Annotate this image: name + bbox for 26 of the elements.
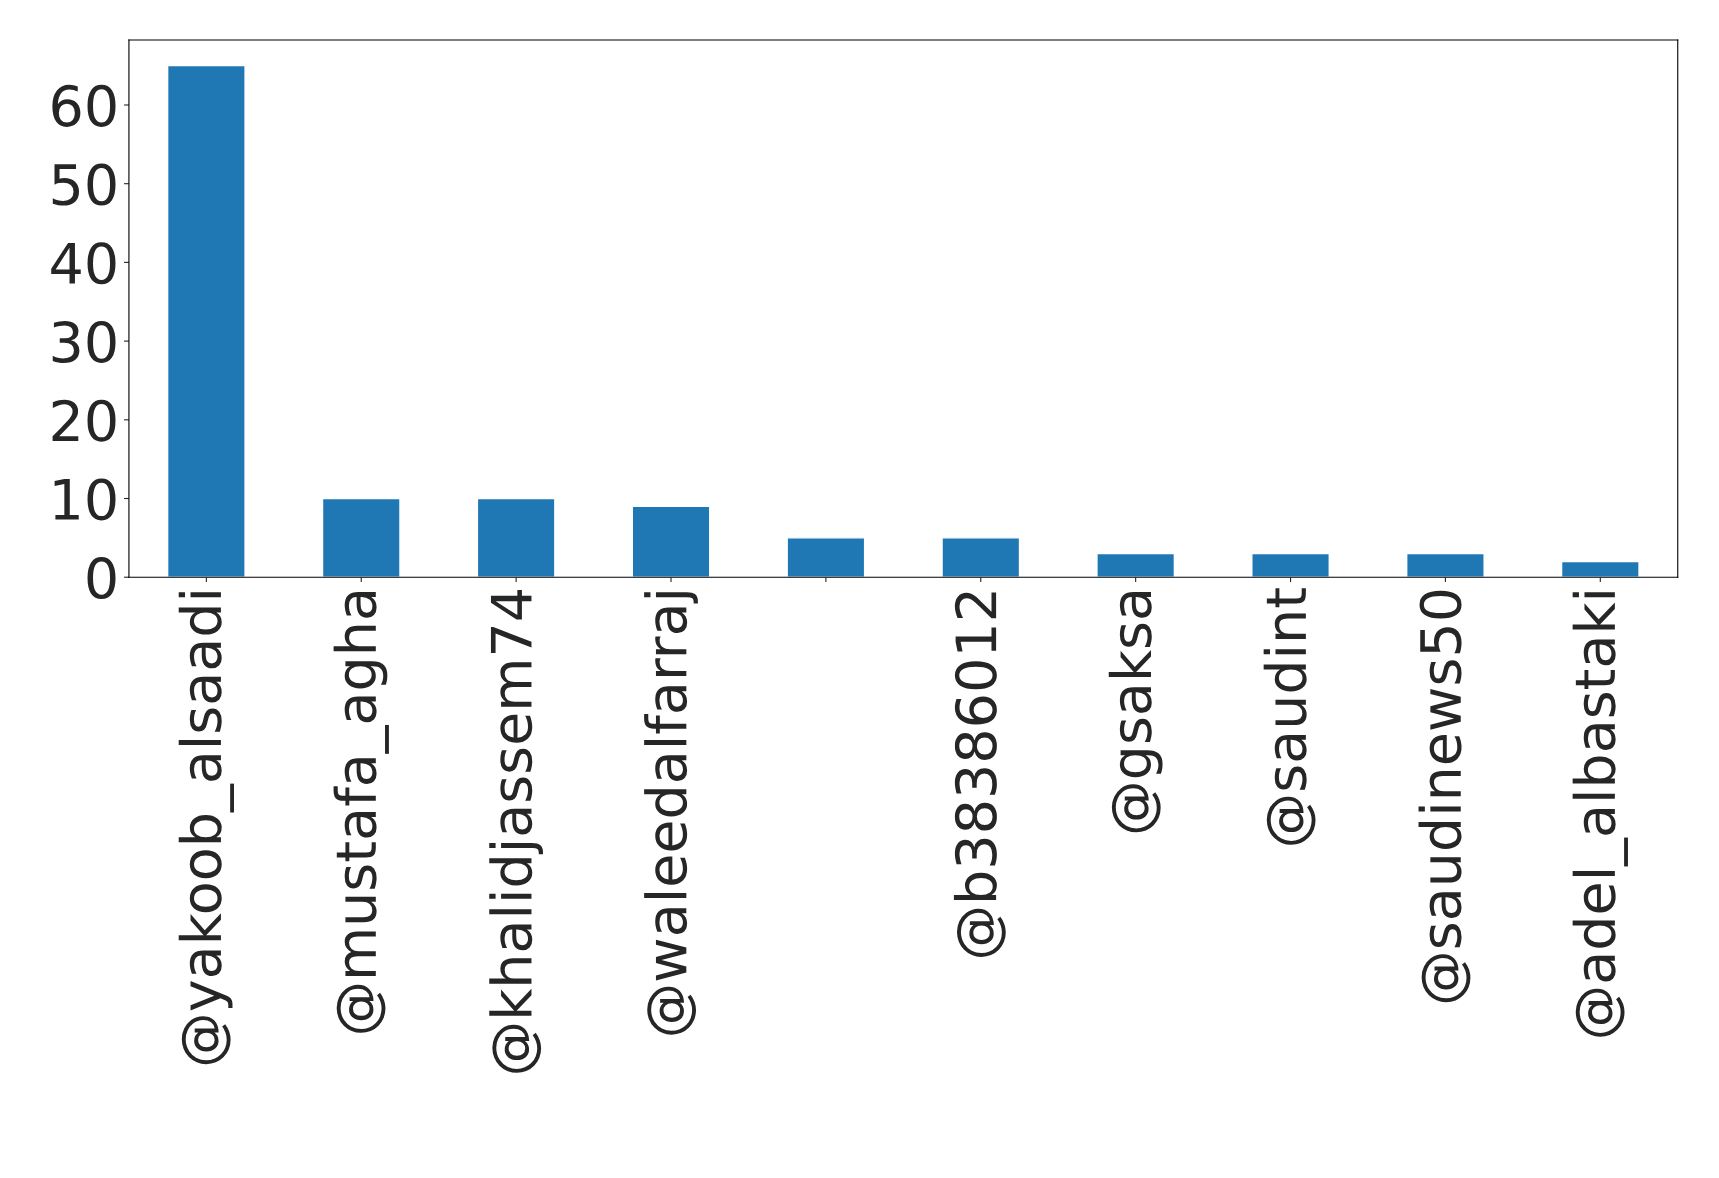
x-tick-label: @saudint (1263, 588, 1316, 845)
x-tick-label: @adel_albastaki (1572, 592, 1628, 1037)
bar (476, 497, 556, 578)
y-tick-label: 0 (87, 557, 116, 600)
y-tick-label: 60 (52, 84, 116, 127)
x-tick-label: @waleedalfarraj (644, 592, 698, 1035)
bar (941, 537, 1021, 578)
x-tick-label: @mustafa_agha (333, 591, 389, 1033)
y-tick-label: 50 (52, 163, 116, 206)
bar (321, 497, 401, 578)
x-tick-label: @b38386012 (953, 592, 1006, 957)
bar (631, 505, 711, 578)
bar (1096, 552, 1176, 578)
bar (1251, 552, 1330, 578)
x-tick-label: @khalidjassem74 (489, 590, 544, 1073)
x-tick-label: @saudinews50 (1418, 590, 1471, 1003)
bar (166, 64, 246, 578)
x-tick-label: @yakoob_alsaadi (178, 592, 235, 1065)
x-tick-label: @gsaksa (1108, 591, 1163, 833)
y-tick-label: 40 (51, 242, 116, 285)
y-tick-label: 20 (52, 399, 116, 442)
y-tick-label: 10 (54, 478, 116, 521)
bar (786, 537, 866, 578)
bar (1406, 552, 1485, 578)
bar (1560, 560, 1640, 578)
y-tick-label: 30 (52, 320, 116, 363)
